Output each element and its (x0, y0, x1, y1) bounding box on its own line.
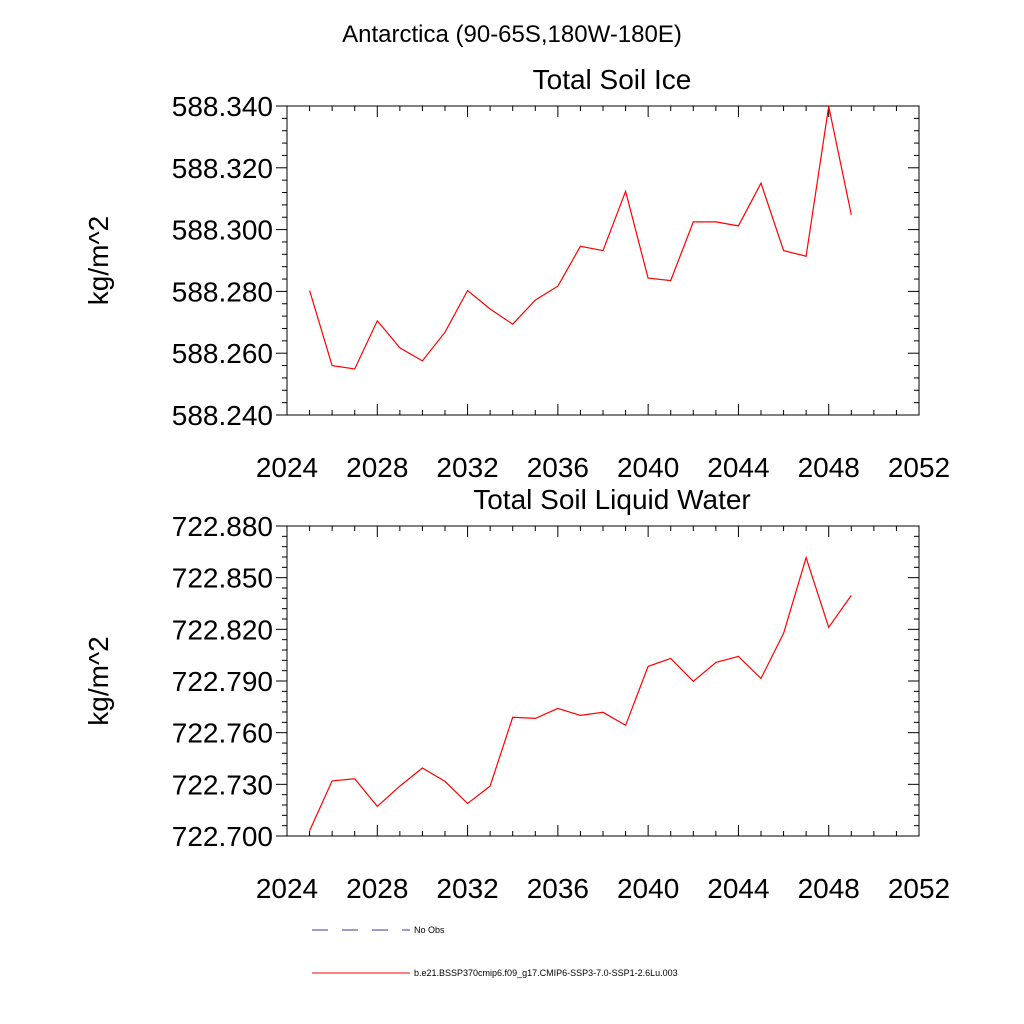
chart-panel-1: 2024 2028 2032 2036 2040 2044 2048 2052 588.240 5… (83, 64, 950, 483)
x-tick-label: 2040 (617, 873, 679, 904)
x-tick-label: 2024 (256, 873, 318, 904)
chart-panels: 2024 2028 2032 2036 2040 2044 2048 2052 588.240 5… (83, 64, 950, 904)
x-tick-label: 2032 (436, 452, 498, 483)
x-tick-label: 2044 (707, 873, 769, 904)
y-tick-label: 722.880 (172, 511, 273, 542)
x-tick-label: 2036 (527, 873, 589, 904)
chart-panel-2: 2024 2028 2032 2036 2040 2044 2048 2052 722.700 7… (83, 484, 950, 904)
series-line-1 (309, 106, 852, 370)
x-tick-label: 2052 (888, 873, 950, 904)
x-tick-label: 2048 (798, 452, 860, 483)
plot-frame (286, 525, 920, 837)
series-line-1 (309, 555, 852, 832)
y-tick-label: 722.700 (172, 821, 273, 852)
y-tick-label: 588.340 (172, 91, 273, 122)
x-tick-label: 2040 (617, 452, 679, 483)
legend-label-2: b.e21.BSSP370cmip6.f09_g17.CMIP6-SSP3-7.… (414, 968, 678, 978)
legend-label-1: No Obs (414, 925, 445, 935)
x-tick-label: 2044 (707, 452, 769, 483)
y-tick-label: 588.320 (172, 153, 273, 184)
chart-title: Total Soil Liquid Water (473, 484, 751, 515)
y-tick-label: 588.300 (172, 215, 273, 246)
y-tick-label: 722.760 (172, 718, 273, 749)
plot-frame (286, 105, 920, 416)
x-tick-label: 2036 (527, 452, 589, 483)
y-axis-label: kg/m^2 (83, 216, 114, 305)
y-tick-label: 722.790 (172, 666, 273, 697)
y-tick-label: 588.240 (172, 400, 273, 431)
page-title: Antarctica (90-65S,180W-180E) (342, 21, 682, 48)
y-tick-label: 588.260 (172, 338, 273, 369)
y-axis-label: kg/m^2 (83, 636, 114, 725)
y-tick-label: 722.850 (172, 563, 273, 594)
x-tick-label: 2028 (346, 452, 408, 483)
x-tick-label: 2048 (798, 873, 860, 904)
chart-title: Total Soil Ice (533, 64, 692, 95)
y-tick-label: 588.280 (172, 276, 273, 307)
x-tick-label: 2052 (888, 452, 950, 483)
x-tick-label: 2028 (346, 873, 408, 904)
y-tick-label: 722.730 (172, 769, 273, 800)
y-tick-label: 722.820 (172, 614, 273, 645)
x-tick-label: 2024 (256, 452, 318, 483)
legend: No Obs b.e21.BSSP370cmip6.f09_g17.CMIP6-S… (312, 925, 678, 978)
x-tick-label: 2032 (436, 873, 498, 904)
